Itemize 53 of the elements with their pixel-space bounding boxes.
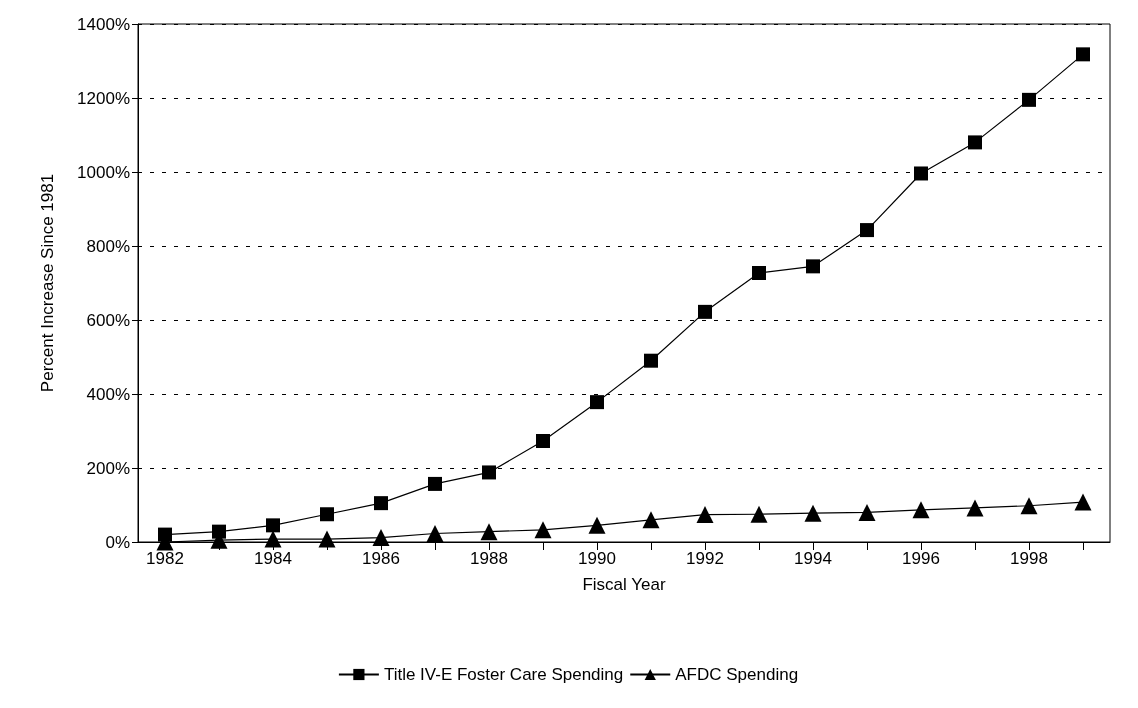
point <box>588 516 606 534</box>
x-tick-label: 1996 <box>902 549 940 568</box>
point <box>536 433 550 448</box>
point <box>858 503 876 521</box>
x-tick-label: 1998 <box>1010 549 1048 568</box>
point <box>482 465 496 480</box>
point <box>1022 92 1036 107</box>
y-tick-label: 0% <box>105 532 130 552</box>
point <box>644 353 658 368</box>
y-tick-label: 800% <box>86 236 130 256</box>
point <box>696 506 714 524</box>
point <box>642 511 660 529</box>
point <box>914 166 928 181</box>
x-tick-label: 1982 <box>146 549 184 568</box>
y-tick-label: 1000% <box>77 162 130 182</box>
point <box>372 529 390 547</box>
x-tick-label: 1994 <box>794 549 832 568</box>
y-tick-label: 400% <box>86 384 130 404</box>
point <box>1020 497 1038 515</box>
point <box>912 501 930 519</box>
y-tick-label: 1200% <box>77 88 130 108</box>
point <box>968 135 982 150</box>
point <box>318 530 336 548</box>
x-tick-label: 1984 <box>254 549 292 568</box>
point <box>860 223 874 238</box>
point <box>480 523 498 541</box>
point <box>806 259 820 274</box>
point <box>750 505 768 523</box>
point <box>804 504 822 522</box>
y-tick-label: 600% <box>86 310 130 330</box>
x-axis-title: Fiscal Year <box>582 575 666 594</box>
legend-label: AFDC Spending <box>675 665 799 684</box>
point <box>590 395 604 410</box>
legend-label: Title IV-E Foster Care Spending <box>383 665 624 684</box>
point <box>1074 493 1092 511</box>
point <box>428 476 442 491</box>
x-tick-label: 1988 <box>470 549 508 568</box>
point <box>966 499 984 517</box>
point <box>374 496 388 511</box>
point <box>266 518 280 533</box>
point <box>534 521 552 539</box>
point <box>426 524 444 542</box>
y-axis-title: Percent Increase Since 1981 <box>38 173 57 393</box>
point <box>698 304 712 319</box>
y-tick-label: 200% <box>86 458 130 478</box>
x-tick-label: 1992 <box>686 549 724 568</box>
point <box>264 530 282 548</box>
point <box>1076 47 1090 62</box>
x-tick-label: 1986 <box>362 549 400 568</box>
point <box>752 266 766 281</box>
y-tick-label: 1400% <box>77 14 130 34</box>
x-tick-label: 1990 <box>578 549 616 568</box>
point <box>320 507 334 522</box>
